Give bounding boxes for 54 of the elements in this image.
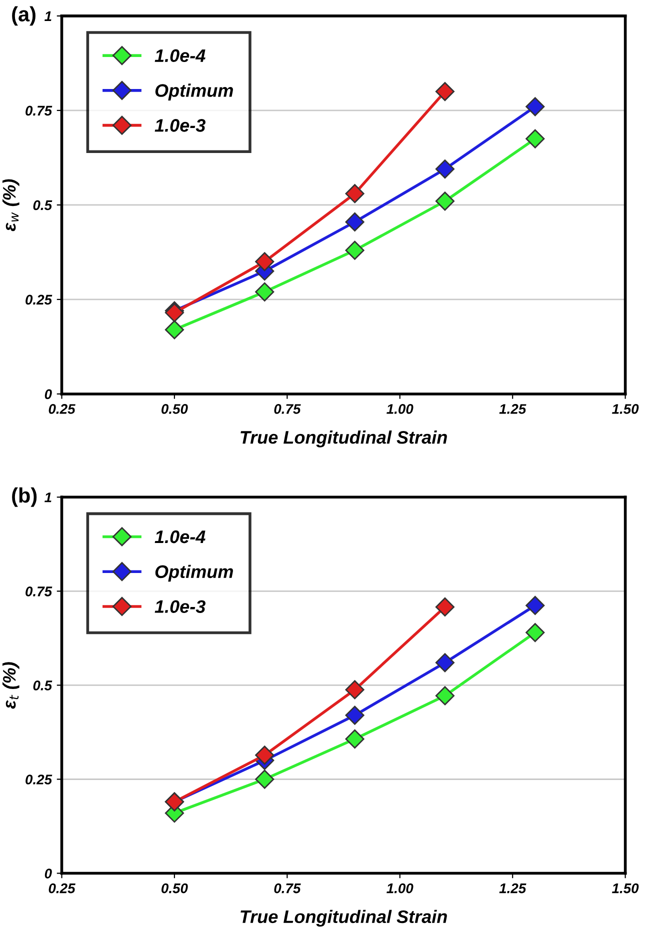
x-tick-label: 0.75 (274, 883, 301, 894)
point (435, 686, 454, 706)
point (526, 97, 545, 116)
point (435, 653, 454, 672)
point (164, 303, 184, 322)
point (345, 184, 364, 204)
y-axis-title: ε$_{w}$ (%) (2, 179, 20, 232)
x-tick-label: 1.25 (499, 404, 526, 414)
text: (a) (12, 6, 36, 26)
x-tick-label: 1.00 (386, 404, 414, 414)
legend-label: Optimum (155, 564, 233, 582)
point (345, 212, 364, 232)
point (345, 680, 364, 700)
x-tick-label: 1.50 (612, 404, 639, 414)
x-tick-label: 0.50 (162, 404, 188, 414)
x-axis-title: True Longitudinal Strain (240, 910, 447, 927)
point (255, 770, 274, 789)
point (435, 192, 454, 211)
y-axis-title: ε$_{t}$ (%) (2, 662, 20, 709)
y-tick-label: 0.25 (26, 774, 52, 784)
y-tick-label: 0.75 (26, 586, 52, 596)
point (435, 160, 454, 179)
point (526, 596, 545, 615)
point (255, 252, 274, 272)
point (435, 82, 454, 102)
x-tick-label: 1.00 (386, 883, 414, 894)
point (345, 706, 364, 725)
point (164, 320, 184, 340)
y-tick-label: 0.5 (33, 680, 52, 690)
point (255, 282, 274, 302)
x-tick-label: 0.50 (162, 883, 188, 894)
point (345, 729, 364, 749)
text: (b) (12, 487, 37, 507)
x-tick-label: 1.25 (499, 883, 526, 894)
y-tick-label: 0 (44, 868, 52, 878)
y-tick-label: 0.75 (26, 106, 52, 116)
legend-label: Optimum (155, 84, 233, 100)
point (526, 623, 545, 642)
legend-label: 1.0e-3 (154, 600, 206, 613)
point (345, 240, 364, 260)
x-tick-label: 1.50 (612, 883, 639, 894)
legend-label: 1.0e-3 (154, 119, 206, 132)
x-tick-label: 0.75 (274, 404, 301, 414)
point (526, 129, 545, 148)
legend-label: 1.0e-4 (154, 530, 206, 544)
y-tick-label: 1 (44, 492, 52, 502)
x-axis-title: True Longitudinal Strain (240, 430, 447, 448)
point (255, 746, 274, 765)
point (435, 597, 454, 617)
y-tick-label: 1 (44, 11, 52, 21)
y-tick-label: 0 (44, 389, 52, 400)
legend-label: 1.0e-4 (154, 49, 206, 62)
y-tick-label: 0.25 (26, 294, 52, 305)
y-tick-label: 0.5 (33, 200, 52, 210)
